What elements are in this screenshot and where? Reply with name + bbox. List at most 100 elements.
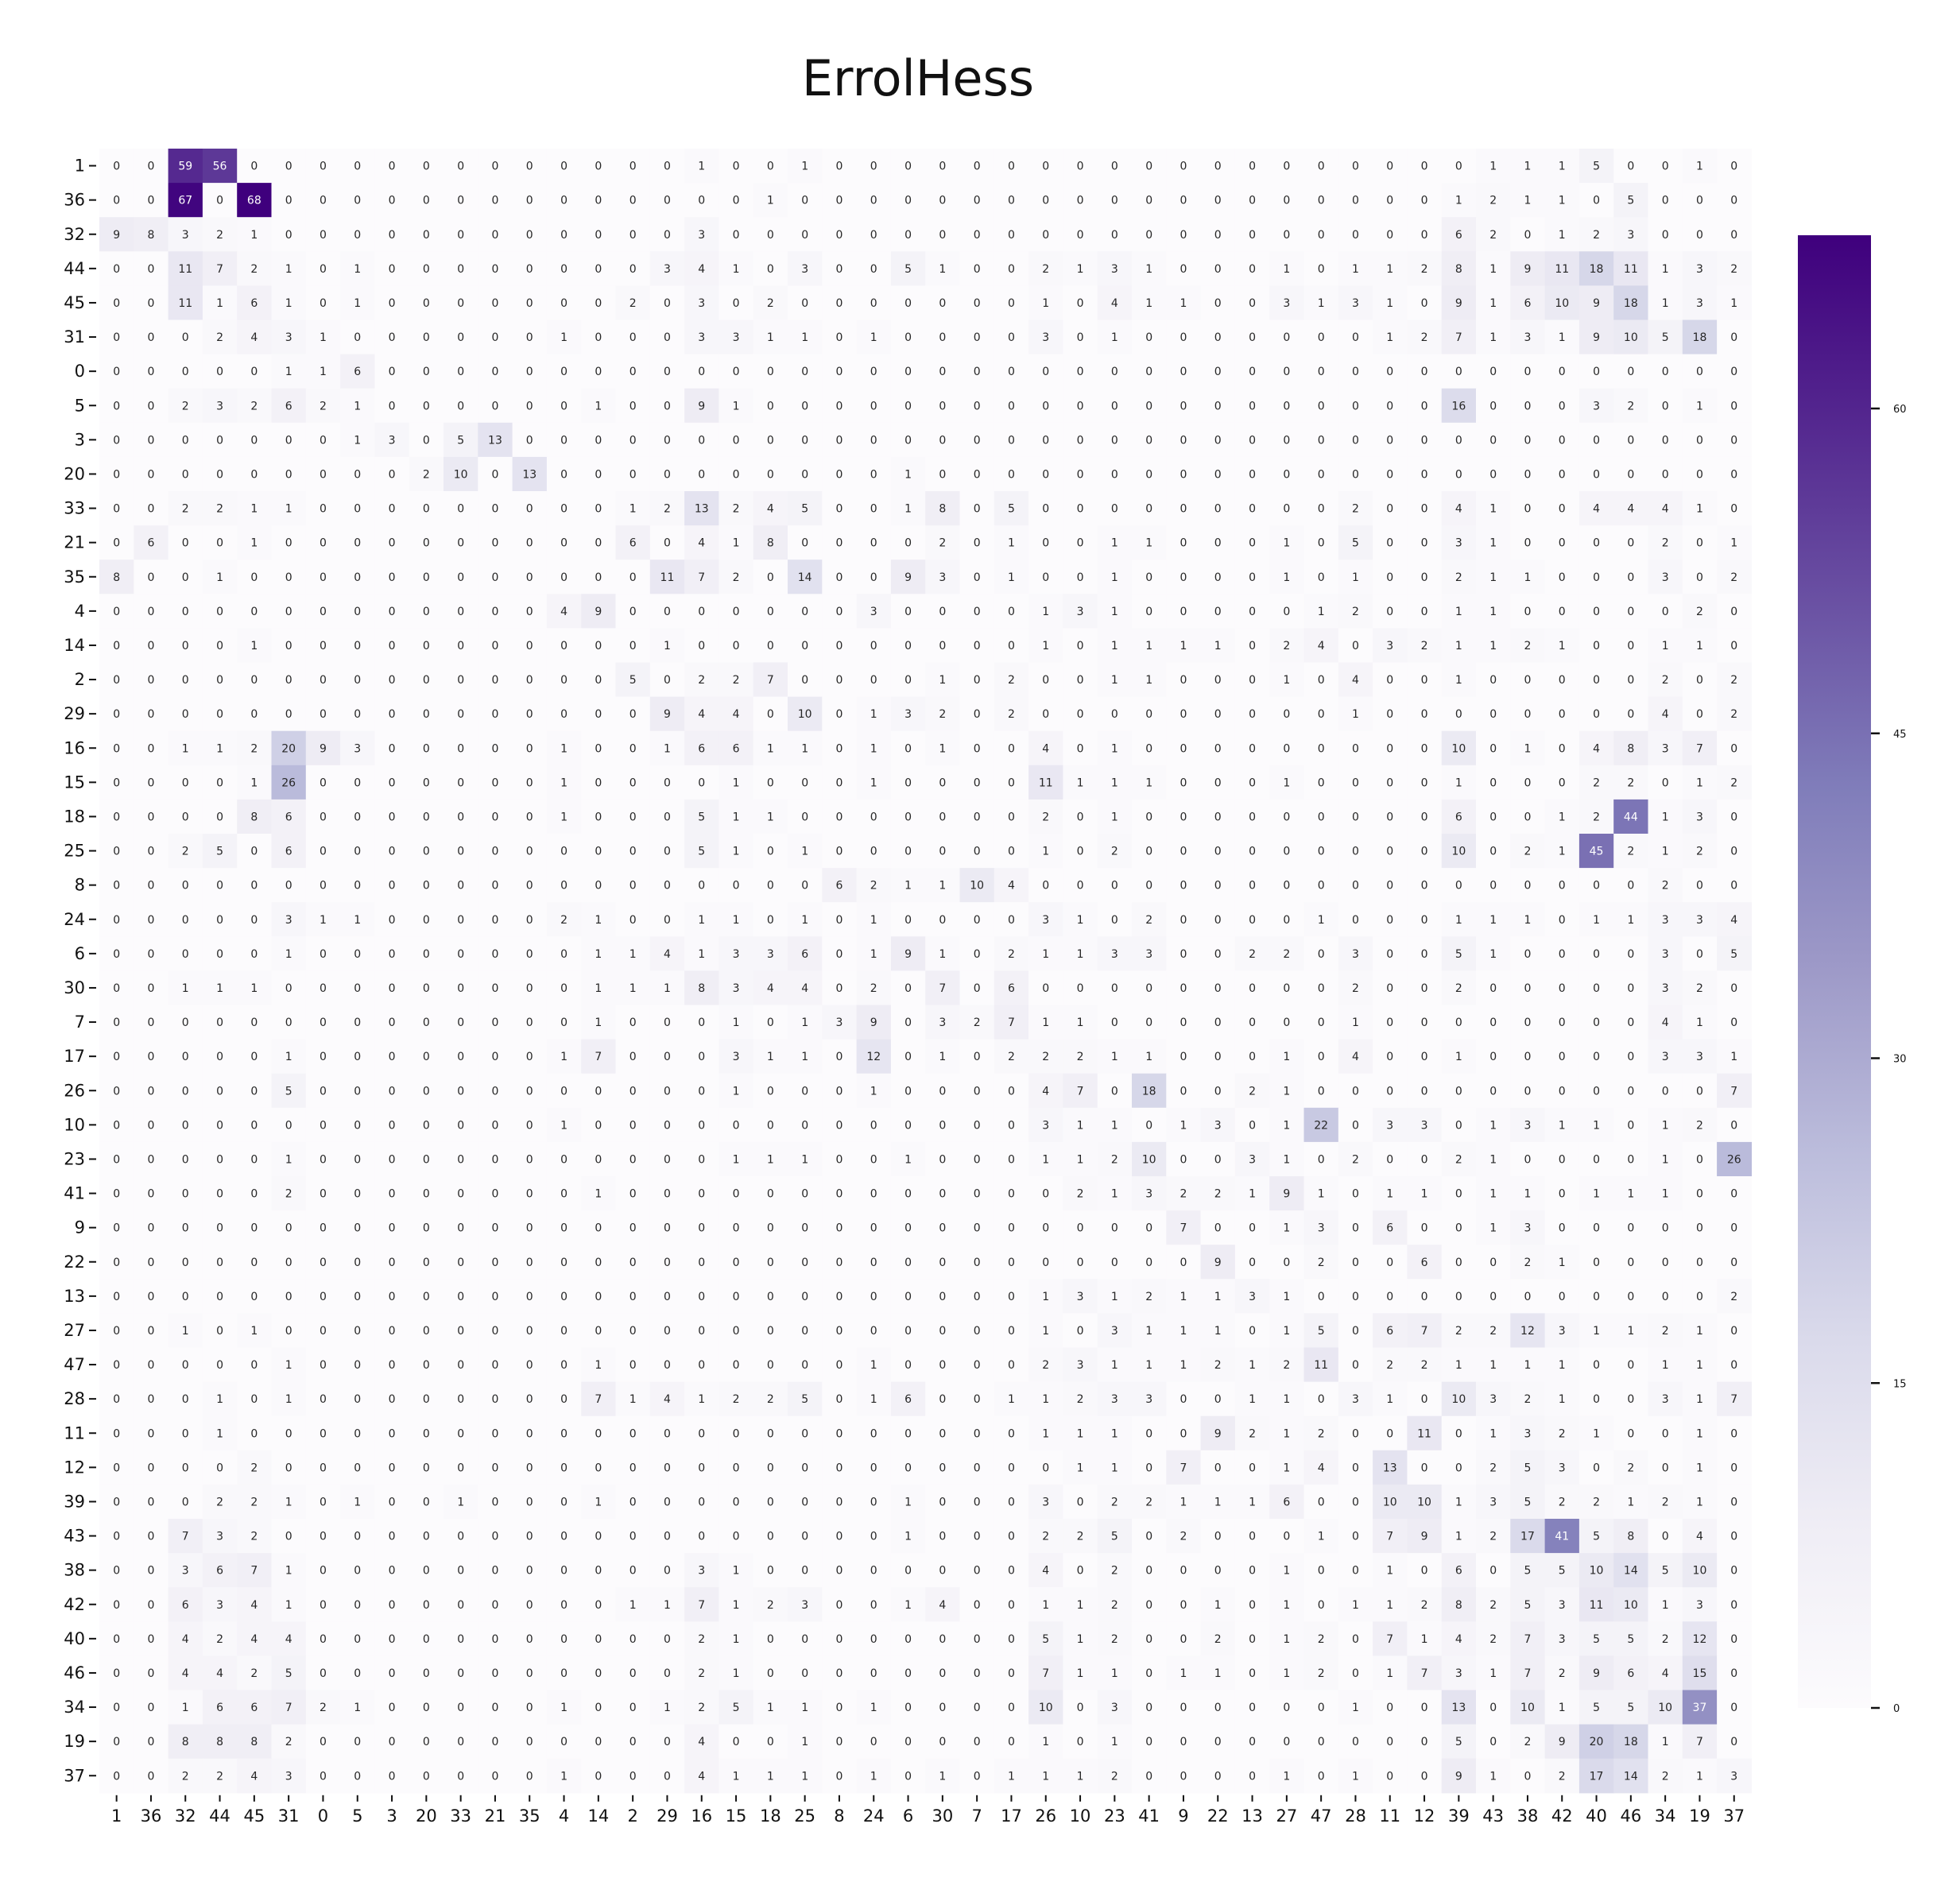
cell-value-label: 0 — [595, 1667, 602, 1680]
cell-value-label: 0 — [560, 1222, 567, 1235]
cell-value-label: 2 — [1042, 811, 1049, 823]
cell-value-label: 4 — [698, 263, 705, 276]
cell-value-label: 0 — [182, 1359, 189, 1372]
cell-value-label: 3 — [1042, 1496, 1049, 1508]
cell-value-label: 0 — [491, 846, 498, 858]
cell-value-label: 1 — [285, 263, 292, 276]
cell-value-label: 1 — [1111, 1427, 1118, 1440]
cell-value-label: 0 — [870, 1257, 877, 1269]
x-tick-label: 24 — [863, 1806, 885, 1826]
cell-value-label: 0 — [560, 1325, 567, 1338]
cell-value-label: 0 — [870, 674, 877, 687]
cell-value-label: 1 — [1559, 846, 1566, 858]
cell-value-label: 0 — [457, 263, 464, 276]
y-tick-label: 13 — [64, 1287, 85, 1306]
cell-value-label: 4 — [1042, 1085, 1049, 1098]
cell-value-label: 0 — [664, 1119, 671, 1132]
cell-value-label: 1 — [1696, 503, 1703, 516]
cell-value-label: 0 — [560, 1667, 567, 1680]
cell-value-label: 0 — [733, 880, 740, 893]
cell-value-label: 0 — [1421, 468, 1428, 481]
cell-value-label: 0 — [1559, 1153, 1566, 1166]
cell-value-label: 0 — [767, 1462, 774, 1474]
cell-value-label: 0 — [560, 1188, 567, 1201]
cell-value-label: 0 — [457, 606, 464, 618]
cell-value-label: 1 — [250, 982, 258, 995]
cell-value-label: 3 — [1421, 1119, 1428, 1132]
cell-value-label: 0 — [733, 1222, 740, 1235]
cell-value-label: 0 — [698, 880, 705, 893]
cell-value-label: 0 — [1489, 1016, 1497, 1029]
cell-value-label: 0 — [1008, 776, 1015, 789]
cell-value-label: 0 — [1249, 1531, 1256, 1543]
cell-value-label: 0 — [939, 811, 946, 823]
cell-value-label: 0 — [182, 1496, 189, 1508]
y-tick-label: 27 — [64, 1321, 85, 1340]
cell-value-label: 1 — [801, 1051, 808, 1063]
cell-value-label: 0 — [113, 1702, 120, 1714]
cell-value-label: 3 — [1111, 263, 1118, 276]
cell-value-label: 0 — [113, 811, 120, 823]
cell-value-label: 0 — [560, 297, 567, 310]
cell-value-label: 0 — [147, 1153, 154, 1166]
cell-value-label: 2 — [216, 331, 223, 344]
cell-value-label: 0 — [1179, 846, 1187, 858]
cell-value-label: 0 — [147, 1016, 154, 1029]
cell-value-label: 0 — [1249, 571, 1256, 584]
cell-value-label: 0 — [1627, 1291, 1634, 1303]
cell-value-label: 0 — [423, 880, 430, 893]
heatmap-cell — [615, 217, 651, 252]
cell-value-label: 0 — [904, 1359, 912, 1372]
cell-value-label: 0 — [939, 229, 946, 242]
cell-value-label: 6 — [733, 742, 740, 755]
cell-value-label: 10 — [970, 880, 984, 893]
cell-value-label: 0 — [1145, 366, 1152, 378]
cell-value-label: 0 — [1421, 606, 1428, 618]
y-tick-label: 12 — [64, 1458, 85, 1477]
cell-value-label: 0 — [1145, 1222, 1152, 1235]
cell-value-label: 0 — [1730, 1633, 1737, 1646]
x-tick-label: 28 — [1345, 1806, 1366, 1826]
cell-value-label: 0 — [354, 811, 361, 823]
y-tick-label: 42 — [64, 1595, 85, 1614]
cell-value-label: 0 — [1145, 1462, 1152, 1474]
cell-value-label: 1 — [1249, 1359, 1256, 1372]
cell-value-label: 8 — [182, 1736, 189, 1748]
cell-value-label: 1 — [285, 1153, 292, 1166]
cell-value-label: 0 — [1352, 776, 1359, 789]
cell-value-label: 0 — [389, 571, 396, 584]
cell-value-label: 2 — [250, 263, 258, 276]
cell-value-label: 1 — [285, 1565, 292, 1578]
cell-value-label: 1 — [285, 1599, 292, 1612]
cell-value-label: 1 — [1559, 811, 1566, 823]
cell-value-label: 0 — [147, 331, 154, 344]
cell-value-label: 0 — [526, 1325, 533, 1338]
x-tick-label: 39 — [1448, 1806, 1470, 1826]
cell-value-label: 3 — [733, 948, 740, 961]
cell-value-label: 0 — [1455, 1016, 1462, 1029]
cell-value-label: 0 — [974, 1257, 981, 1269]
cell-value-label: 0 — [1145, 503, 1152, 516]
cell-value-label: 0 — [216, 674, 223, 687]
cell-value-label: 0 — [1696, 1257, 1703, 1269]
cell-value-label: 0 — [664, 1462, 671, 1474]
cell-value-label: 2 — [285, 1188, 292, 1201]
cell-value-label: 0 — [320, 1462, 327, 1474]
cell-value-label: 0 — [182, 1016, 189, 1029]
cell-value-label: 0 — [1696, 1188, 1703, 1201]
cell-value-label: 9 — [1283, 1188, 1290, 1201]
cell-value-label: 6 — [216, 1702, 223, 1714]
cell-value-label: 1 — [801, 1736, 808, 1748]
cell-value-label: 5 — [801, 503, 808, 516]
cell-value-label: 0 — [767, 229, 774, 242]
cell-value-label: 0 — [1559, 537, 1566, 550]
y-tick-label: 31 — [64, 327, 85, 347]
cell-value-label: 0 — [1386, 503, 1393, 516]
cell-value-label: 1 — [1283, 1462, 1290, 1474]
cell-value-label: 1 — [182, 1325, 189, 1338]
cell-value-label: 0 — [182, 1153, 189, 1166]
cell-value-label: 0 — [1730, 742, 1737, 755]
cell-value-label: 0 — [1283, 1257, 1290, 1269]
cell-value-label: 0 — [664, 1051, 671, 1063]
cell-value-label: 1 — [767, 1153, 774, 1166]
